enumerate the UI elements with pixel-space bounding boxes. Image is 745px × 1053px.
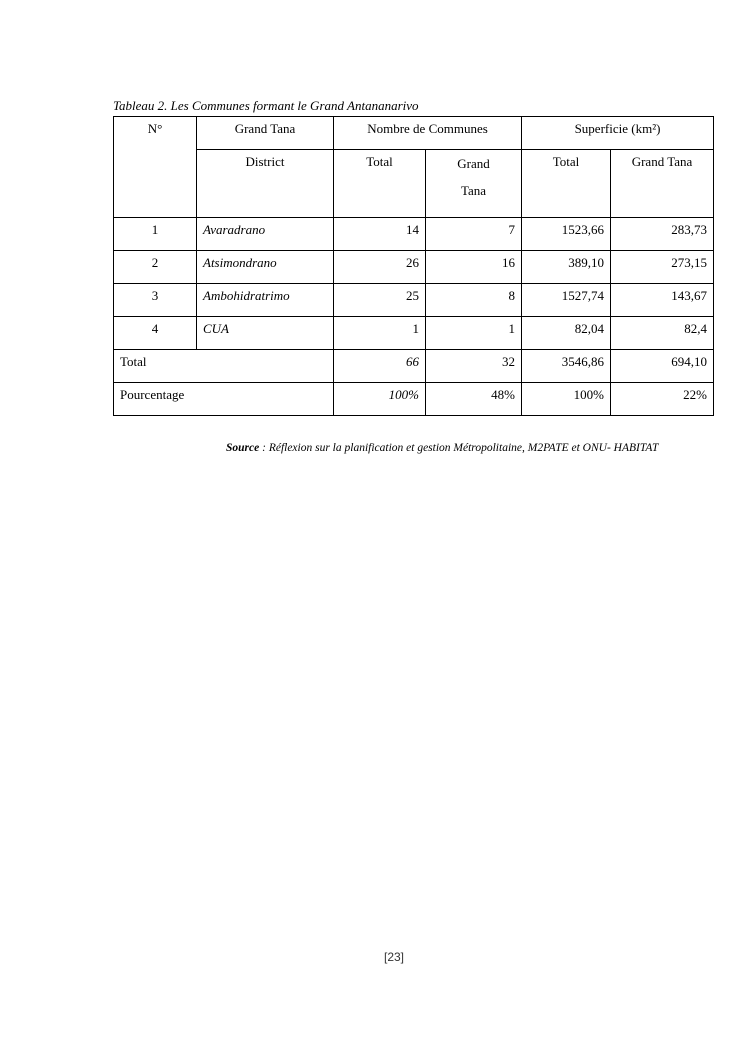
- cell-district: CUA: [196, 316, 334, 350]
- header-nombre-communes: Nombre de Communes: [333, 116, 522, 150]
- cell-communes-gt: 16: [425, 250, 522, 284]
- table-row: 1 Avaradrano 14 7 1523,66 283,73: [113, 217, 714, 251]
- table-row: 4 CUA 1 1 82,04 82,4: [113, 316, 714, 350]
- table-row: 2 Atsimondrano 26 16 389,10 273,15: [113, 250, 714, 284]
- table-row: 3 Ambohidratrimo 25 8 1527,74 143,67: [113, 283, 714, 317]
- header-communes-grand-tana: Grand Tana: [425, 149, 522, 218]
- cell-no: 2: [113, 250, 197, 284]
- cell-district: Ambohidratrimo: [196, 283, 334, 317]
- cell-no: 3: [113, 283, 197, 317]
- cell-communes-gt: 8: [425, 283, 522, 317]
- header-superficie-grand-tana: Grand Tana: [610, 149, 714, 218]
- source-text: : Réflexion sur la planification et gest…: [259, 442, 659, 454]
- cell-sup-total: 82,04: [521, 316, 611, 350]
- communes-table: N° Grand Tana Nombre de Communes Superfi…: [113, 116, 714, 416]
- cell-district: Avaradrano: [196, 217, 334, 251]
- cell-sup-total: 1527,74: [521, 283, 611, 317]
- total-communes-gt: 32: [425, 349, 522, 383]
- source-note: Source : Réflexion sur la planification …: [226, 442, 658, 454]
- total-sup-gt: 694,10: [610, 349, 714, 383]
- source-label: Source: [226, 442, 260, 454]
- cell-sup-gt: 273,15: [610, 250, 714, 284]
- header-row: N° Grand Tana Nombre de Communes Superfi…: [113, 116, 714, 218]
- subheader-row: District Total Grand Tana Total Grand Ta…: [114, 149, 714, 218]
- cell-communes-gt: 7: [425, 217, 522, 251]
- header-superficie-total: Total: [521, 149, 611, 218]
- cell-communes-total: 26: [333, 250, 426, 284]
- page-number: [23]: [383, 950, 404, 964]
- cell-district: Atsimondrano: [196, 250, 334, 284]
- percent-sup-total: 100%: [521, 382, 611, 416]
- cell-communes-gt: 1: [425, 316, 522, 350]
- percent-label: Pourcentage: [113, 382, 334, 416]
- cell-communes-total: 1: [333, 316, 426, 350]
- cell-no: 4: [113, 316, 197, 350]
- cell-sup-total: 389,10: [521, 250, 611, 284]
- total-sup-total: 3546,86: [521, 349, 611, 383]
- percent-row: Pourcentage 100% 48% 100% 22%: [113, 382, 714, 416]
- percent-communes-gt: 48%: [425, 382, 522, 416]
- header-superficie: Superficie (km²): [521, 116, 714, 150]
- percent-sup-gt: 22%: [610, 382, 714, 416]
- header-communes-total: Total: [333, 149, 426, 218]
- header-grand-tana: Grand Tana: [196, 116, 334, 150]
- cell-communes-total: 14: [333, 217, 426, 251]
- cell-sup-total: 1523,66: [521, 217, 611, 251]
- cell-communes-total: 25: [333, 283, 426, 317]
- cell-sup-gt: 143,67: [610, 283, 714, 317]
- header-no: N°: [113, 116, 197, 218]
- total-label: Total: [113, 349, 334, 383]
- total-communes-total: 66: [333, 349, 426, 383]
- cell-no: 1: [113, 217, 197, 251]
- table-caption: Tableau 2. Les Communes formant le Grand…: [113, 98, 419, 113]
- total-row: Total 66 32 3546,86 694,10: [113, 349, 714, 383]
- percent-communes-total: 100%: [333, 382, 426, 416]
- cell-sup-gt: 82,4: [610, 316, 714, 350]
- header-district: District: [196, 149, 334, 218]
- cell-sup-gt: 283,73: [610, 217, 714, 251]
